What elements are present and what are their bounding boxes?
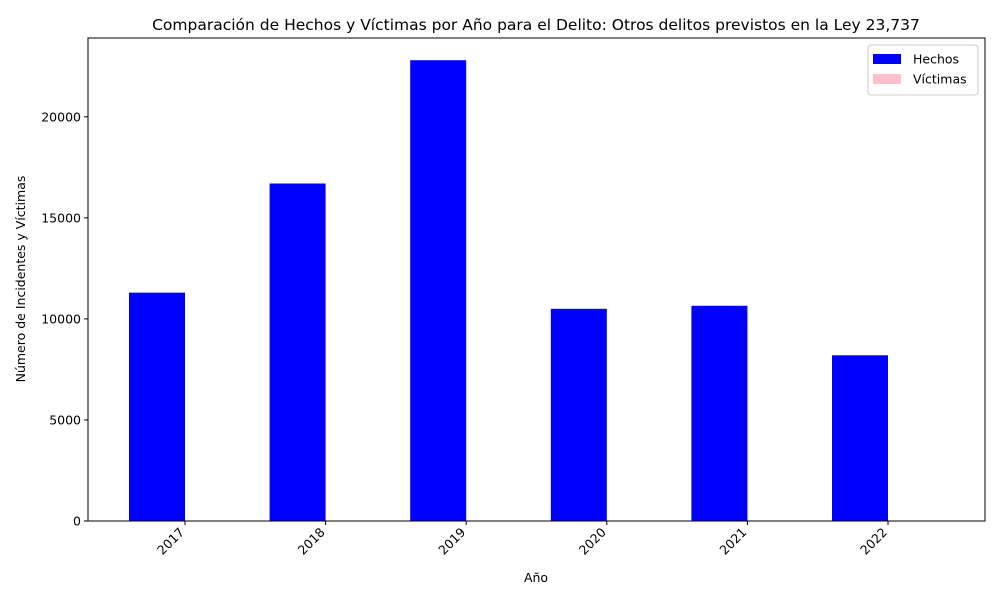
x-tick-label: 2018 [295, 524, 328, 557]
bar-hechos-2020 [550, 308, 607, 521]
y-tick-label: 5000 [49, 412, 81, 427]
x-tick-label: 2020 [576, 524, 609, 557]
y-axis: 0 5000 10000 15000 20000 [41, 109, 88, 529]
y-tick-label: 10000 [41, 311, 81, 326]
legend-swatch-hechos [873, 54, 901, 64]
bar-hechos-2019 [410, 60, 467, 521]
bar-hechos-2022 [832, 355, 888, 521]
legend-swatch-víctimas [873, 74, 901, 84]
legend: Hechos Víctimas [867, 44, 979, 96]
chart-title: Comparación de Hechos y Víctimas por Año… [152, 16, 920, 34]
x-axis-title: Año [524, 570, 548, 585]
x-axis: 2017 2018 2019 2020 2021 2022 [154, 521, 890, 558]
y-axis-title: Número de Incidentes y Víctimas [13, 176, 28, 383]
x-tick-label: 2021 [716, 525, 749, 558]
plot-frame [87, 37, 986, 522]
bar-hechos-2017 [129, 292, 185, 521]
y-tick-label: 0 [73, 514, 81, 529]
y-tick-label: 20000 [41, 109, 81, 124]
x-tick-label: 2017 [154, 525, 187, 558]
bar-hechos-2018 [269, 183, 326, 521]
plot-area [87, 37, 986, 522]
legend-label: Víctimas [913, 72, 967, 87]
x-tick-label: 2022 [857, 525, 890, 558]
x-tick-label: 2019 [435, 524, 468, 557]
bar-hechos-2021 [691, 305, 748, 521]
legend-label: Hechos [913, 52, 959, 67]
y-tick-label: 15000 [41, 210, 81, 225]
